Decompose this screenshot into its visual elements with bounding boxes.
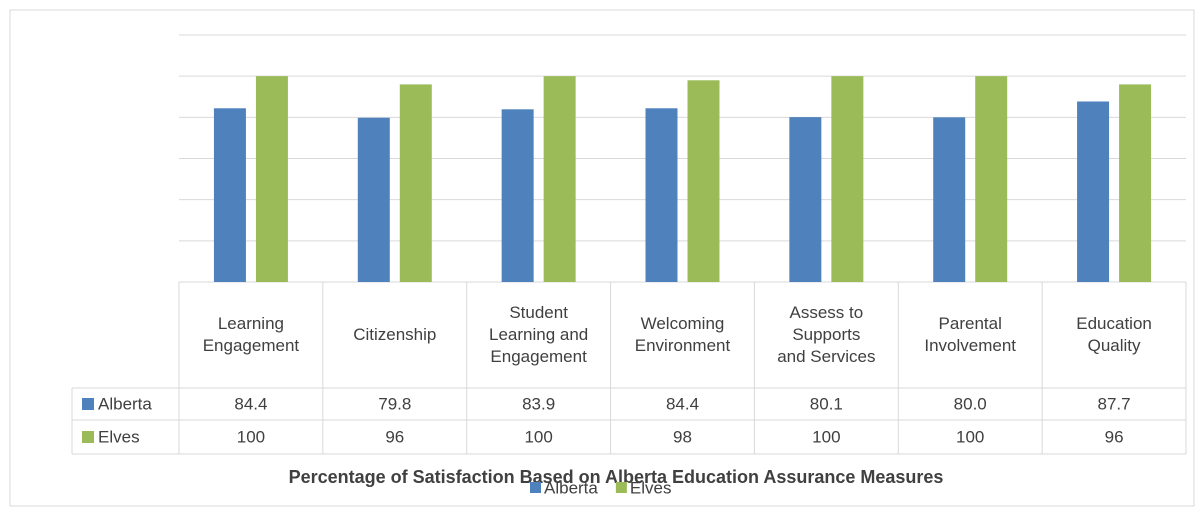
legend-key: [82, 431, 94, 443]
bar: [399, 84, 432, 283]
bar: [831, 76, 864, 283]
bar: [975, 76, 1008, 283]
table-value: 84.4: [666, 394, 699, 413]
x-tick-label: Parental Involvement: [924, 314, 1017, 355]
table-value: 80.1: [810, 394, 843, 413]
x-tick-label: Welcoming Environment: [634, 314, 731, 355]
category-label: Assess to Supports and Services: [777, 303, 876, 366]
chart-border: [9, 9, 1195, 507]
table-value: 83.9: [522, 394, 555, 413]
category-label: Parental Involvement: [924, 314, 1017, 355]
table-value: 100: [956, 427, 984, 446]
legend-swatch: [615, 482, 627, 493]
table-row-label: Alberta: [98, 394, 152, 413]
bar: [1077, 101, 1110, 283]
bar: [543, 76, 576, 283]
table-value: 79.8: [378, 394, 411, 413]
category-label: Welcoming Environment: [634, 314, 731, 355]
table-value: 87.7: [1098, 394, 1131, 413]
legend-label: Elves: [630, 478, 672, 497]
table-value: 100: [812, 427, 840, 446]
category-label: Learning Engagement: [202, 314, 300, 355]
x-tick-label: Citizenship: [353, 325, 437, 344]
table-value: 84.4: [234, 394, 267, 413]
legend-key: [82, 398, 94, 410]
table-value: 100: [524, 427, 552, 446]
bar: [789, 117, 822, 282]
table-value: 100: [237, 427, 265, 446]
category-label: Education Quality: [1076, 314, 1152, 355]
bar: [687, 80, 720, 283]
bar: [501, 109, 534, 282]
chart-title: Percentage of Satisfaction Based on Albe…: [289, 467, 944, 487]
legend-swatch: [530, 482, 541, 493]
x-tick-label: Student Learning and Engagement: [488, 303, 589, 366]
table-row-label: Elves: [98, 427, 140, 446]
category-label: Student Learning and Engagement: [488, 303, 589, 366]
table-value: 96: [1105, 427, 1124, 446]
bar: [645, 108, 678, 282]
table-value: 80.0: [954, 394, 987, 413]
bar: [933, 117, 966, 282]
bar: [357, 117, 390, 283]
bar: [1119, 84, 1152, 283]
x-tick-label: Assess to Supports and Services: [777, 303, 876, 366]
table-value: 96: [385, 427, 404, 446]
table-value: 98: [673, 427, 692, 446]
bar: [255, 76, 288, 283]
category-label: Citizenship: [353, 325, 437, 344]
bar: [213, 108, 246, 282]
x-tick-label: Education Quality: [1076, 314, 1152, 355]
legend-label: Alberta: [544, 478, 598, 497]
x-tick-label: Learning Engagement: [202, 314, 300, 355]
